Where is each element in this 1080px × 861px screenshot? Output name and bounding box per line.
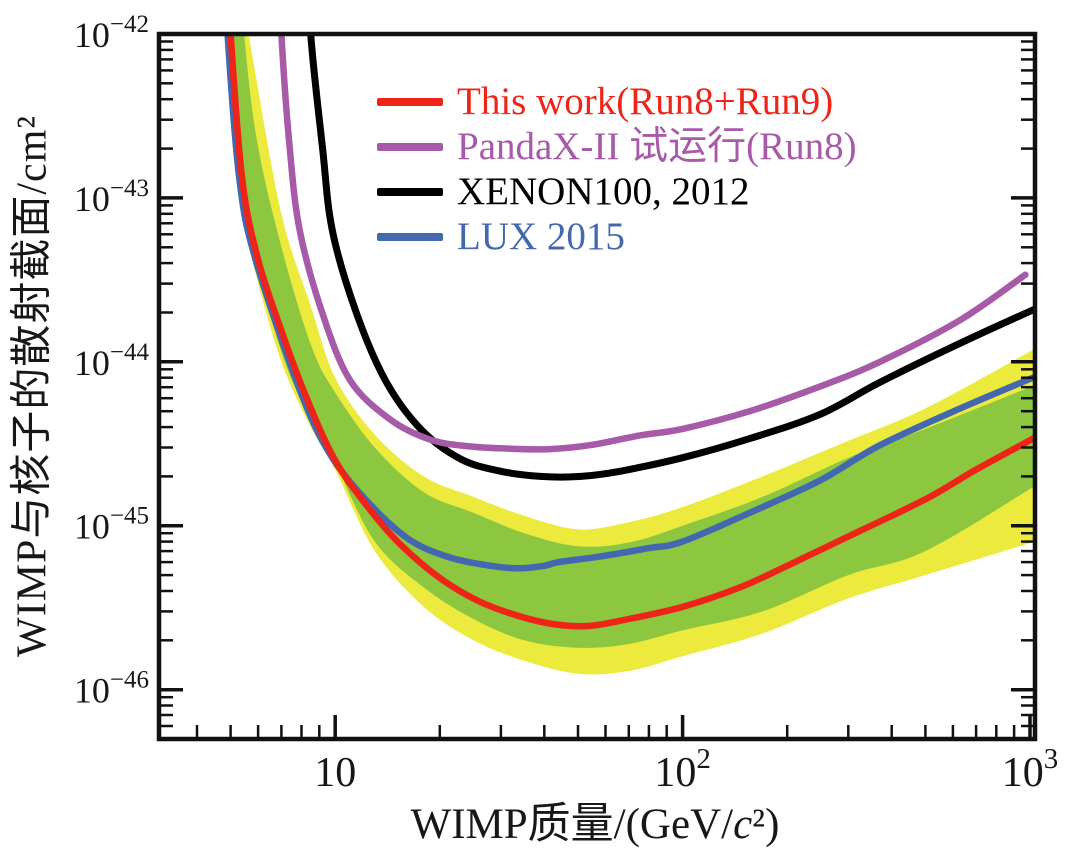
legend-item-lux-2015: LUX 2015 xyxy=(377,214,857,259)
legend-swatch-pandax-run8 xyxy=(377,142,443,151)
curve-xenon100-2012 xyxy=(307,36,1033,481)
legend-item-pandax-run8: PandaX-II 试运行(Run8) xyxy=(377,124,857,169)
y-tick-label: 10−42 xyxy=(74,11,149,55)
curve-pandax-run8 xyxy=(278,36,1029,453)
legend-label-pandax-run8: PandaX-II 试运行(Run8) xyxy=(457,125,857,168)
legend-label-lux-2015: LUX 2015 xyxy=(457,215,625,258)
plot-frame xyxy=(156,31,1038,742)
x-tick-label: 102 xyxy=(654,743,711,796)
tick-labels: 10−42 10−43 10−44 10−45 10−46 10 102 103 xyxy=(74,11,1058,796)
legend-swatch-this-work xyxy=(377,97,443,106)
legend: This work(Run8+Run9) PandaX-II 试运行(Run8)… xyxy=(377,79,857,259)
x-axis-title-suffix: ²) xyxy=(752,801,780,848)
x-axis-title-italic-c: c xyxy=(733,801,753,848)
plot-area xyxy=(224,36,1033,675)
x-tick-label: 103 xyxy=(1002,743,1059,796)
x-tick-label: 10 xyxy=(314,750,356,796)
band-1sigma xyxy=(229,36,1033,648)
y-axis-title: WIMP与核子的散射截面/cm² xyxy=(9,115,56,657)
y-tick-label: 10−45 xyxy=(74,503,149,547)
legend-label-this-work: This work(Run8+Run9) xyxy=(457,80,834,123)
legend-item-xenon100-2012: XENON100, 2012 xyxy=(377,169,857,214)
legend-label-xenon100-2012: XENON100, 2012 xyxy=(457,170,750,213)
legend-swatch-lux-2015 xyxy=(377,232,443,241)
y-tick-label: 10−44 xyxy=(74,339,150,383)
x-axis-title-text: WIMP质量/(GeV/ xyxy=(410,801,734,848)
y-tick-label: 10−46 xyxy=(74,667,149,711)
legend-item-this-work: This work(Run8+Run9) xyxy=(377,79,857,124)
legend-swatch-xenon100-2012 xyxy=(377,187,443,196)
x-axis-title: WIMP质量/(GeV/c²) xyxy=(411,789,780,851)
y-tick-label: 10−43 xyxy=(74,175,149,219)
curve-this-work xyxy=(227,36,1033,630)
